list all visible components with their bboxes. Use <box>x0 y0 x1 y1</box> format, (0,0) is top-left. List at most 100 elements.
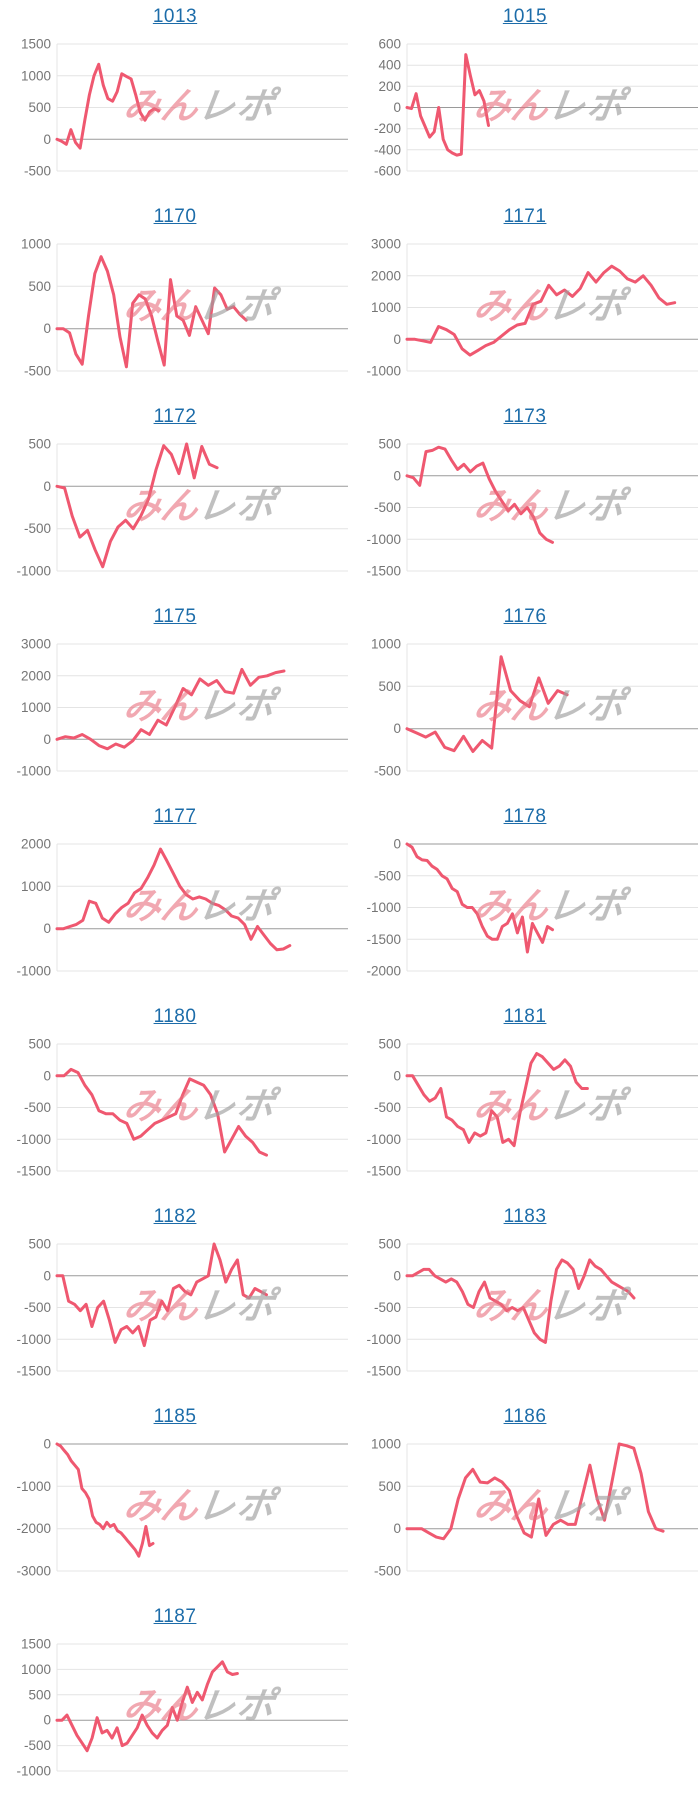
svg-text:-1000: -1000 <box>366 532 401 547</box>
svg-text:0: 0 <box>43 1437 51 1452</box>
machine-link[interactable]: 1178 <box>503 806 547 827</box>
svg-text:-1000: -1000 <box>16 1132 51 1147</box>
line-chart-svg: 1500 1000 500 0 -500 <box>21 37 348 179</box>
line-chart-svg: 1500 1000 500 0 -500 -1000 <box>16 1637 348 1779</box>
line-chart: 1500 1000 500 0 -500 みんレポ <box>0 34 350 184</box>
chart-cell: 1187 1500 1000 500 0 -500 -1000 みんレポ <box>0 1600 350 1800</box>
line-chart: 500 0 -500 -1000 -1500 みんレポ <box>0 1034 350 1184</box>
line-chart: 600 400 200 0 -200 -400 -600 みんレポ <box>350 34 700 184</box>
svg-text:1000: 1000 <box>21 1662 51 1677</box>
svg-text:1000: 1000 <box>21 879 51 894</box>
line-chart: 1000 500 0 -500 みんレポ <box>350 634 700 784</box>
line-chart-svg: 500 0 -500 -1000 -1500 <box>16 1037 348 1179</box>
machine-link[interactable]: 1182 <box>153 1206 197 1227</box>
line-chart-svg: 3000 2000 1000 0 -1000 <box>16 637 348 779</box>
machine-link[interactable]: 1172 <box>153 406 197 427</box>
line-chart-svg: 0 -500 -1000 -1500 -2000 <box>366 837 698 979</box>
chart-cell: 1172 500 0 -500 -1000 みんレポ <box>0 400 350 600</box>
svg-text:0: 0 <box>393 721 401 736</box>
line-chart-svg: 1000 500 0 -500 <box>21 237 348 379</box>
chart-title-row: 1187 <box>0 1600 350 1630</box>
line-chart: 2000 1000 0 -1000 みんレポ <box>0 834 350 984</box>
svg-text:1000: 1000 <box>21 237 51 252</box>
machine-link[interactable]: 1173 <box>503 406 547 427</box>
svg-text:-1000: -1000 <box>16 1764 51 1779</box>
svg-text:500: 500 <box>28 279 51 294</box>
machine-link[interactable]: 1186 <box>503 1406 547 1427</box>
line-chart-svg: 500 0 -500 -1000 -1500 <box>16 1237 348 1379</box>
machine-link[interactable]: 1176 <box>503 606 547 627</box>
svg-text:500: 500 <box>28 1237 51 1252</box>
svg-text:2000: 2000 <box>21 837 51 852</box>
svg-text:0: 0 <box>43 1268 51 1283</box>
chart-title-row: 1176 <box>350 600 700 630</box>
machine-link[interactable]: 1175 <box>153 606 197 627</box>
machine-link[interactable]: 1177 <box>153 806 197 827</box>
machine-link[interactable]: 1171 <box>503 206 547 227</box>
chart-title-row: 1172 <box>0 400 350 430</box>
svg-text:1000: 1000 <box>371 637 401 652</box>
chart-cell: 1178 0 -500 -1000 -1500 -2000 みんレポ <box>350 800 700 1000</box>
chart-cell: 1171 3000 2000 1000 0 -1000 みんレポ <box>350 200 700 400</box>
svg-text:0: 0 <box>43 1068 51 1083</box>
svg-text:0: 0 <box>393 1521 401 1536</box>
chart-title-row: 1182 <box>0 1200 350 1230</box>
svg-text:-500: -500 <box>24 364 51 379</box>
chart-title-row: 1183 <box>350 1200 700 1230</box>
chart-cell: 1182 500 0 -500 -1000 -1500 みんレポ <box>0 1200 350 1400</box>
svg-text:0: 0 <box>43 921 51 936</box>
svg-text:-1500: -1500 <box>16 1164 51 1179</box>
svg-text:3000: 3000 <box>371 237 401 252</box>
chart-cell: 1170 1000 500 0 -500 みんレポ <box>0 200 350 400</box>
machine-link[interactable]: 1181 <box>503 1006 547 1027</box>
chart-cell: 1175 3000 2000 1000 0 -1000 みんレポ <box>0 600 350 800</box>
machine-link[interactable]: 1183 <box>503 1206 547 1227</box>
line-chart: 3000 2000 1000 0 -1000 みんレポ <box>0 634 350 784</box>
svg-text:-2000: -2000 <box>366 964 401 979</box>
line-chart: 3000 2000 1000 0 -1000 みんレポ <box>350 234 700 384</box>
chart-cell: 1173 500 0 -500 -1000 -1500 みんレポ <box>350 400 700 600</box>
svg-text:500: 500 <box>28 437 51 452</box>
machine-link[interactable]: 1015 <box>502 6 548 27</box>
chart-title-row: 1181 <box>350 1000 700 1030</box>
svg-text:-1000: -1000 <box>366 900 401 915</box>
svg-text:-500: -500 <box>374 1300 401 1315</box>
machine-link[interactable]: 1013 <box>152 6 198 27</box>
svg-text:-500: -500 <box>374 764 401 779</box>
svg-text:0: 0 <box>393 837 401 852</box>
svg-text:0: 0 <box>43 132 51 147</box>
chart-title-row: 1173 <box>350 400 700 430</box>
svg-text:-600: -600 <box>374 164 401 179</box>
svg-text:3000: 3000 <box>21 637 51 652</box>
machine-link[interactable]: 1187 <box>153 1606 197 1627</box>
line-chart-svg: 600 400 200 0 -200 -400 -600 <box>374 37 698 179</box>
line-chart: 500 0 -500 -1000 -1500 みんレポ <box>350 434 700 584</box>
svg-text:-500: -500 <box>24 1738 51 1753</box>
svg-text:-1500: -1500 <box>366 1364 401 1379</box>
svg-text:-500: -500 <box>374 868 401 883</box>
chart-title-row: 1015 <box>350 0 700 30</box>
machine-link[interactable]: 1180 <box>153 1006 197 1027</box>
svg-text:500: 500 <box>28 1687 51 1702</box>
svg-text:0: 0 <box>393 332 401 347</box>
machine-link[interactable]: 1185 <box>153 1406 197 1427</box>
svg-text:-1500: -1500 <box>366 1164 401 1179</box>
svg-text:400: 400 <box>378 58 401 73</box>
svg-text:-1000: -1000 <box>16 1332 51 1347</box>
svg-text:-1000: -1000 <box>366 1132 401 1147</box>
svg-text:500: 500 <box>378 437 401 452</box>
svg-text:500: 500 <box>378 1479 401 1494</box>
machine-link[interactable]: 1170 <box>153 206 197 227</box>
chart-cell: 1183 500 0 -500 -1000 -1500 みんレポ <box>350 1200 700 1400</box>
svg-text:-500: -500 <box>24 521 51 536</box>
line-chart: 500 0 -500 -1000 -1500 みんレポ <box>0 1234 350 1384</box>
svg-text:500: 500 <box>28 1037 51 1052</box>
svg-text:-500: -500 <box>24 1100 51 1115</box>
chart-title-row: 1178 <box>350 800 700 830</box>
svg-text:0: 0 <box>43 732 51 747</box>
chart-title-row: 1013 <box>0 0 350 30</box>
line-chart: 500 0 -500 -1000 -1500 みんレポ <box>350 1234 700 1384</box>
svg-text:1000: 1000 <box>21 700 51 715</box>
svg-text:500: 500 <box>378 1037 401 1052</box>
line-chart-svg: 1000 500 0 -500 <box>371 1437 698 1579</box>
